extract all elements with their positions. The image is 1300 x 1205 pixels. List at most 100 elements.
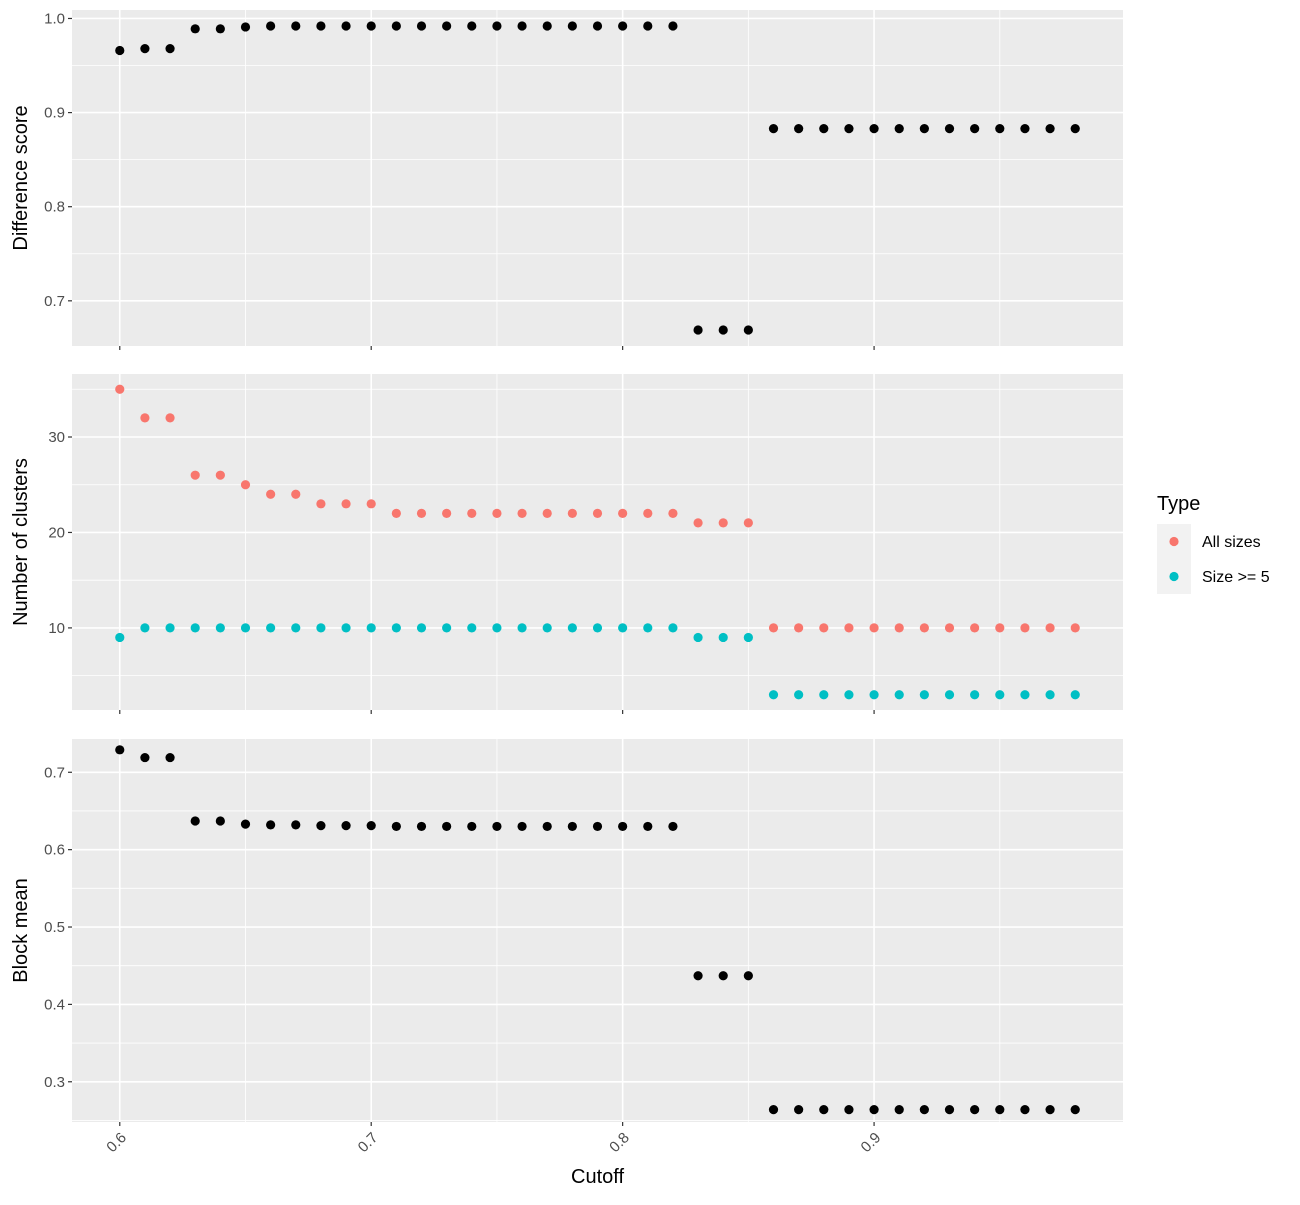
data-point xyxy=(919,123,929,134)
data-point xyxy=(592,623,603,633)
data-point xyxy=(140,623,150,633)
data-point xyxy=(165,413,175,423)
data-point xyxy=(316,821,326,831)
data-point xyxy=(266,21,276,31)
y-axis-title: Block mean xyxy=(10,878,32,983)
data-point xyxy=(643,508,653,518)
data-point xyxy=(894,690,904,700)
data-point xyxy=(467,508,477,518)
data-point xyxy=(366,623,376,633)
data-point xyxy=(643,821,653,832)
data-point xyxy=(693,971,703,981)
data-point xyxy=(442,821,452,832)
data-point xyxy=(366,21,376,31)
series-1 xyxy=(115,745,1080,1115)
data-point xyxy=(643,21,653,31)
x-tick-label: 0.8 xyxy=(606,1129,633,1156)
panel-2: 10 20 30 Number of clusters xyxy=(10,374,1123,714)
data-point xyxy=(467,21,477,31)
data-point xyxy=(768,623,779,633)
data-point xyxy=(517,508,527,518)
data-point xyxy=(1020,1105,1030,1115)
data-point xyxy=(894,123,904,134)
data-point xyxy=(341,821,351,831)
data-point xyxy=(869,1105,879,1115)
y-axis-title: Number of clusters xyxy=(10,458,32,626)
data-point xyxy=(115,384,125,394)
data-point xyxy=(743,632,753,643)
data-point xyxy=(693,325,703,335)
data-point xyxy=(341,499,351,509)
data-point xyxy=(668,508,678,518)
data-point xyxy=(215,816,225,826)
data-point xyxy=(567,623,577,633)
data-point xyxy=(592,821,603,832)
data-point xyxy=(944,1105,955,1115)
data-point xyxy=(743,325,753,335)
data-point xyxy=(366,499,376,509)
data-point xyxy=(844,1105,854,1115)
data-point xyxy=(316,499,326,509)
data-point xyxy=(115,45,125,56)
data-point xyxy=(592,21,603,31)
panel-background xyxy=(72,739,1123,1122)
data-point xyxy=(240,22,251,32)
series-2 xyxy=(115,623,1080,700)
data-point xyxy=(1020,690,1030,700)
y-tick-label: 30 xyxy=(48,429,65,446)
data-point xyxy=(366,821,376,831)
data-point xyxy=(492,623,502,633)
data-point xyxy=(542,21,552,31)
data-point xyxy=(492,821,502,832)
data-point xyxy=(970,623,980,633)
data-point xyxy=(1045,1105,1055,1115)
data-point xyxy=(844,123,854,134)
data-point xyxy=(1070,1105,1080,1115)
y-tick-label: 0.7 xyxy=(44,293,65,310)
data-point xyxy=(442,21,452,31)
data-point xyxy=(492,508,502,518)
data-point xyxy=(391,821,401,832)
data-point xyxy=(215,623,225,633)
data-point xyxy=(768,690,779,700)
legend-swatch xyxy=(1169,571,1179,582)
data-point xyxy=(592,508,603,518)
data-point xyxy=(668,821,678,832)
data-point xyxy=(794,123,804,134)
data-point xyxy=(567,21,577,31)
data-point xyxy=(140,752,150,763)
data-point xyxy=(165,752,175,763)
panel-3: 0.3 0.4 0.5 0.6 0.7 Block mean xyxy=(10,739,1123,1126)
data-point xyxy=(844,623,854,633)
data-point xyxy=(894,623,904,633)
y-tick-label: 0.3 xyxy=(44,1074,65,1091)
data-point xyxy=(467,821,477,832)
data-point xyxy=(869,623,879,633)
data-point xyxy=(743,518,753,528)
data-point xyxy=(869,690,879,700)
data-point xyxy=(341,623,351,633)
data-point xyxy=(391,508,401,518)
data-point xyxy=(416,821,427,832)
data-point xyxy=(693,632,703,643)
data-point xyxy=(618,21,628,31)
y-tick-label: 0.9 xyxy=(44,105,65,122)
data-point xyxy=(1070,690,1080,700)
data-point xyxy=(768,123,779,134)
data-point xyxy=(869,123,879,134)
data-point xyxy=(944,623,955,633)
data-point xyxy=(970,1105,980,1115)
y-tick-label: 20 xyxy=(48,524,65,541)
data-point xyxy=(919,1105,929,1115)
data-point xyxy=(316,623,326,633)
x-axis-title: Cutoff xyxy=(571,1166,624,1188)
data-point xyxy=(190,470,200,480)
data-point xyxy=(693,518,703,528)
data-point xyxy=(567,821,577,832)
data-point xyxy=(1020,623,1030,633)
y-tick-label: 1.0 xyxy=(44,10,65,27)
data-point xyxy=(165,623,175,633)
data-point xyxy=(643,623,653,633)
data-point xyxy=(995,123,1005,134)
data-point xyxy=(618,508,628,518)
